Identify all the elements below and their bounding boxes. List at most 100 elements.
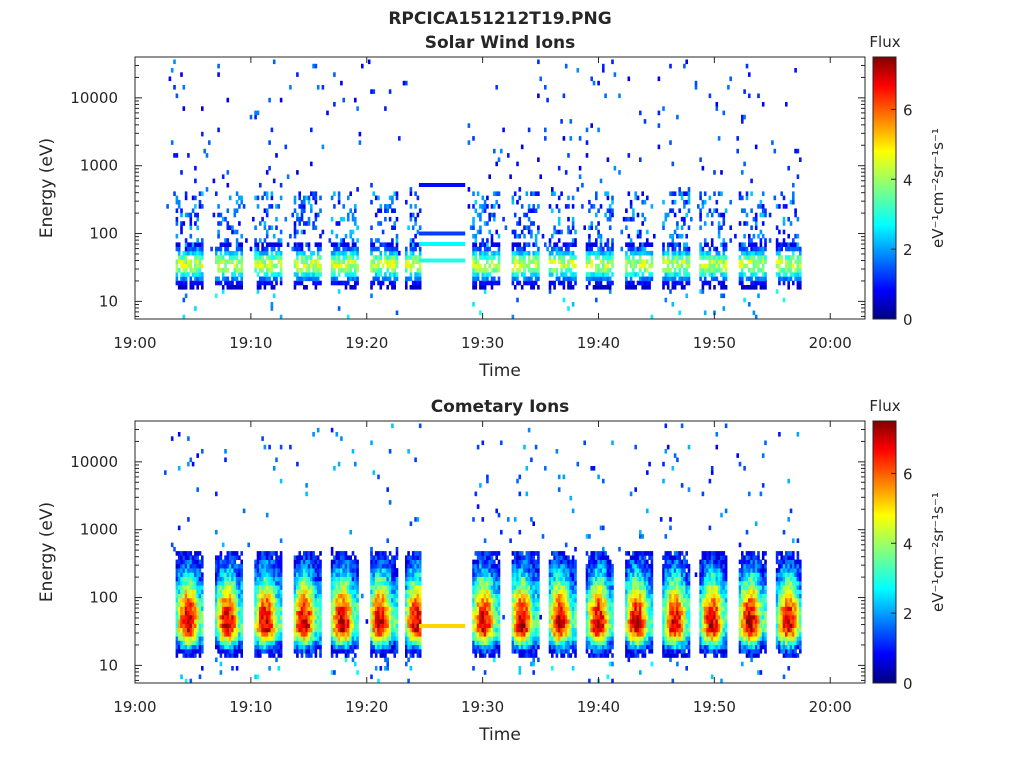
flux-cell bbox=[666, 280, 670, 286]
flux-cell bbox=[342, 551, 345, 556]
flux-cell bbox=[613, 165, 617, 171]
flux-cell bbox=[701, 268, 705, 273]
flux-cell bbox=[316, 623, 320, 628]
flux-cell bbox=[194, 580, 197, 586]
flux-cell bbox=[666, 212, 670, 218]
flux-cell bbox=[643, 285, 647, 290]
flux-cell bbox=[298, 576, 301, 582]
flux-cell bbox=[490, 614, 494, 620]
flux-cell bbox=[386, 627, 389, 633]
flux-cell bbox=[182, 636, 186, 641]
flux-cell bbox=[407, 614, 410, 620]
flux-cell bbox=[666, 263, 670, 269]
flux-cell bbox=[381, 649, 385, 654]
flux-cell bbox=[523, 568, 526, 573]
flux-cell bbox=[562, 242, 566, 247]
flux-cell bbox=[356, 640, 359, 646]
flux-cell bbox=[275, 555, 278, 560]
flux-cell bbox=[495, 568, 498, 573]
flux-cell bbox=[405, 640, 408, 646]
flux-cell bbox=[602, 246, 605, 252]
flux-cell bbox=[391, 259, 394, 264]
flux-cell bbox=[796, 246, 800, 252]
flux-cell bbox=[263, 272, 267, 277]
flux-cell bbox=[381, 572, 385, 577]
flux-cell bbox=[516, 563, 519, 569]
flux-cell bbox=[534, 238, 538, 243]
flux-cell bbox=[411, 619, 415, 624]
flux-cell bbox=[293, 644, 297, 650]
flux-cell bbox=[238, 589, 241, 594]
flux-cell bbox=[333, 602, 336, 607]
flux-cell bbox=[268, 653, 271, 658]
flux-cell bbox=[497, 246, 501, 252]
flux-cell bbox=[191, 461, 195, 467]
flux-cell bbox=[303, 649, 306, 654]
flux-cell bbox=[738, 191, 742, 196]
flux-cell bbox=[191, 589, 195, 594]
flux-cell bbox=[198, 614, 202, 620]
flux-cell bbox=[414, 517, 417, 522]
flux-cell bbox=[194, 627, 197, 633]
flux-cell bbox=[588, 208, 591, 213]
flux-cell bbox=[259, 627, 262, 633]
flux-cell bbox=[794, 242, 797, 247]
flux-cell bbox=[374, 619, 378, 624]
flux-cell bbox=[785, 268, 788, 273]
flux-cell bbox=[377, 268, 380, 273]
flux-cell bbox=[349, 563, 352, 569]
flux-cell bbox=[187, 636, 190, 641]
flux-cell bbox=[347, 280, 350, 286]
flux-cell bbox=[625, 259, 628, 264]
flux-cell bbox=[272, 293, 276, 299]
flux-cell bbox=[599, 268, 603, 273]
flux-cell bbox=[184, 636, 188, 641]
flux-cell bbox=[393, 606, 396, 611]
flux-cell bbox=[752, 268, 756, 273]
flux-cell bbox=[532, 259, 535, 264]
flux-cell bbox=[483, 576, 487, 582]
flux-cell bbox=[476, 585, 480, 590]
flux-cell bbox=[599, 178, 603, 184]
flux-cell bbox=[342, 280, 345, 286]
flux-cell bbox=[265, 250, 269, 256]
flux-cell bbox=[224, 250, 227, 256]
flux-cell bbox=[233, 602, 237, 607]
flux-cell bbox=[673, 199, 677, 205]
flux-cell bbox=[748, 285, 751, 290]
flux-cell bbox=[388, 602, 392, 607]
flux-cell bbox=[562, 263, 566, 269]
flux-cell bbox=[604, 250, 607, 256]
flux-cell bbox=[671, 199, 675, 205]
flux-cell bbox=[296, 593, 299, 599]
flux-cell bbox=[523, 653, 526, 658]
flux-cell bbox=[296, 585, 299, 590]
flux-cell bbox=[228, 614, 232, 620]
flux-cell bbox=[215, 606, 218, 611]
flux-cell bbox=[356, 610, 359, 616]
flux-cell bbox=[191, 606, 195, 611]
flux-cell bbox=[490, 589, 494, 594]
flux-cell bbox=[226, 221, 230, 226]
flux-cell bbox=[270, 653, 274, 658]
flux-cell bbox=[720, 285, 723, 290]
flux-cell bbox=[395, 233, 399, 239]
flux-cell bbox=[794, 68, 797, 73]
flux-cell bbox=[384, 216, 387, 222]
flux-cell bbox=[650, 242, 654, 247]
flux-cell bbox=[296, 263, 299, 269]
flux-cell bbox=[226, 606, 230, 611]
flux-cell bbox=[564, 246, 568, 252]
flux-cell bbox=[228, 619, 232, 624]
flux-cell bbox=[761, 259, 765, 264]
flux-cell bbox=[648, 276, 651, 282]
flux-cell bbox=[256, 195, 260, 201]
flux-cell bbox=[312, 619, 315, 624]
flux-cell bbox=[416, 280, 420, 286]
flux-cell bbox=[312, 614, 315, 620]
flux-cell bbox=[256, 250, 260, 256]
flux-cell bbox=[354, 585, 357, 590]
flux-cell bbox=[196, 216, 199, 222]
flux-cell bbox=[597, 221, 600, 226]
flux-cell bbox=[354, 563, 357, 569]
